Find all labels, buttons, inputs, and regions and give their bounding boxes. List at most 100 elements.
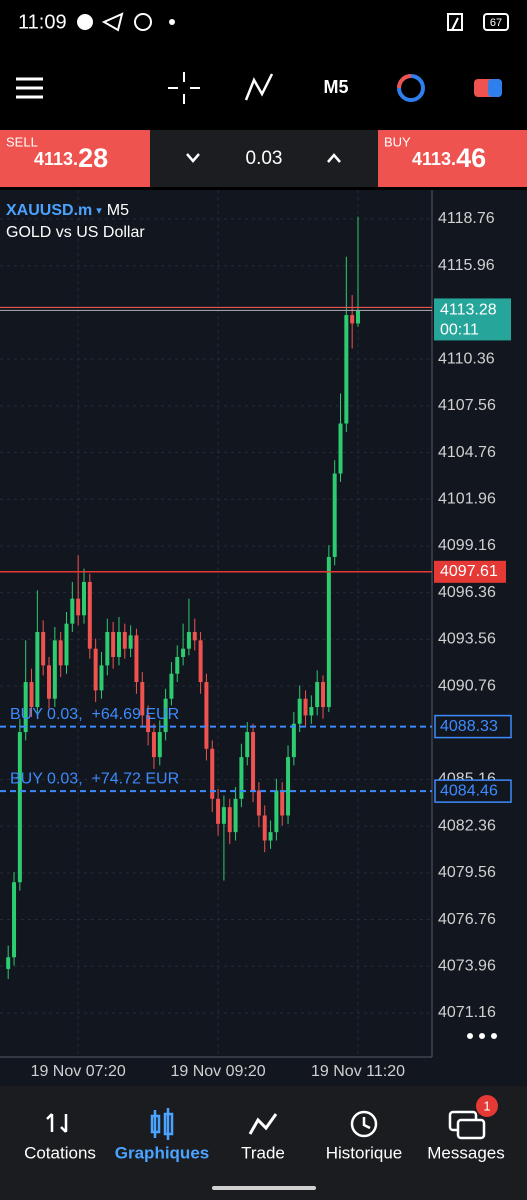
candle-body — [41, 632, 46, 666]
candle-body — [326, 556, 331, 708]
nav-label-active[interactable]: Graphiques — [115, 1143, 209, 1162]
position-price: 4088.33 — [440, 718, 498, 735]
candle-body — [274, 790, 279, 833]
candle-body — [280, 790, 285, 816]
chart-title: XAUUSD.m — [6, 202, 92, 219]
nav-icon — [456, 1118, 486, 1140]
position-label: BUY 0.03, +64.69 EUR — [10, 706, 179, 723]
buy-price: 4113.46 — [412, 143, 486, 173]
candle-body — [186, 632, 191, 649]
nav-label[interactable]: Cotations — [24, 1143, 96, 1162]
battery-level: 67 — [490, 17, 502, 29]
signal-icon — [447, 13, 463, 31]
candle-body — [81, 581, 86, 616]
nav-label[interactable]: Historique — [326, 1143, 403, 1162]
candle-body — [315, 682, 320, 708]
candle-body — [157, 732, 162, 758]
y-tick-label: 4093.56 — [438, 631, 496, 648]
menu-button[interactable] — [16, 77, 43, 99]
timeframe-button[interactable]: M5 — [323, 77, 348, 97]
candle-body — [70, 598, 75, 624]
candle-body — [245, 732, 250, 758]
candle-body — [111, 632, 116, 658]
buy-label: BUY — [384, 134, 411, 149]
volume-up[interactable] — [327, 153, 341, 163]
buy-price-head: 4113. — [412, 149, 456, 169]
y-tick-label: 4090.76 — [438, 677, 496, 694]
candle-body — [87, 581, 92, 649]
status-icon — [169, 19, 175, 25]
y-tick-label: 4110.36 — [438, 350, 495, 367]
candle-body — [93, 648, 98, 691]
position-label: BUY 0.03, +74.72 EUR — [10, 770, 179, 787]
candle-body — [58, 640, 63, 666]
y-tick-label: 4107.56 — [438, 397, 496, 414]
candle-body — [116, 632, 121, 658]
y-tick-label: 4118.76 — [438, 210, 495, 227]
more-button[interactable] — [467, 1033, 497, 1039]
candle-body — [175, 657, 180, 674]
candle-body — [47, 665, 52, 699]
sell-price: 4113.28 — [34, 143, 108, 173]
objects-button-accent — [397, 74, 412, 89]
candle-body — [227, 807, 232, 833]
status-icon — [134, 13, 152, 31]
crosshair-button[interactable] — [168, 72, 200, 104]
candle-body — [23, 682, 28, 733]
candle-body — [163, 698, 168, 733]
battery — [483, 13, 509, 31]
nav-icon — [350, 1110, 378, 1138]
y-tick-label: 4115.96 — [438, 257, 495, 274]
gesture-bar — [212, 1186, 316, 1190]
level-price-box — [434, 560, 506, 583]
y-tick-label: 4073.96 — [438, 957, 496, 974]
candle-body — [198, 640, 203, 683]
candle-body — [338, 423, 343, 474]
volume[interactable]: 0.03 — [246, 148, 283, 169]
candle-body — [321, 682, 326, 708]
nav-label[interactable]: Messages — [427, 1143, 504, 1162]
candle-body — [17, 732, 22, 883]
volume-panel — [150, 130, 378, 187]
chart-header: XAUUSD.m ▾ M5 — [6, 202, 129, 219]
candle-body — [309, 707, 314, 716]
y-tick-label: 4099.16 — [438, 537, 496, 554]
nav-label[interactable]: Trade — [241, 1143, 285, 1162]
candle-body — [286, 757, 291, 816]
bid-price: 4113.28 — [440, 302, 497, 319]
trade-button-accent — [488, 79, 502, 97]
chart-timeframe: M5 — [107, 202, 129, 219]
candle-body — [6, 957, 11, 969]
nav-icon — [248, 1113, 278, 1135]
candle-body — [350, 315, 355, 324]
volume-down[interactable] — [186, 153, 200, 163]
candle-body — [64, 623, 69, 666]
bottom-nav — [0, 1086, 527, 1200]
candle-body — [210, 748, 215, 799]
sell-button[interactable] — [0, 130, 150, 187]
nav-icon — [362, 1117, 371, 1130]
plot: 4118.76 4115.96 4110.36 4107.56 4104.76 4101.… — [0, 190, 512, 1080]
candle-body — [356, 310, 360, 324]
buy-button[interactable] — [378, 130, 527, 187]
candle-body — [76, 598, 81, 616]
candle-body — [291, 723, 296, 758]
symbol-dropdown[interactable]: ▾ — [96, 205, 102, 217]
y-tick-label: 4071.16 — [438, 1004, 496, 1021]
badge — [476, 1095, 498, 1117]
candle-body — [169, 673, 174, 699]
position-price-box — [434, 779, 512, 803]
bar-countdown: 00:11 — [440, 322, 479, 339]
position-price: 4084.46 — [440, 782, 498, 799]
sell-price-tail: 28 — [78, 143, 108, 173]
candle-body — [268, 832, 273, 841]
candle-body — [262, 815, 267, 841]
indicators-button[interactable] — [244, 73, 274, 101]
candle-body — [344, 315, 349, 424]
badge-count: 1 — [483, 1098, 490, 1113]
candle-body — [140, 682, 145, 716]
bid-price-box — [434, 298, 511, 341]
candle-body — [204, 682, 209, 749]
candle-body — [181, 648, 186, 658]
sell-label: SELL — [6, 134, 38, 149]
